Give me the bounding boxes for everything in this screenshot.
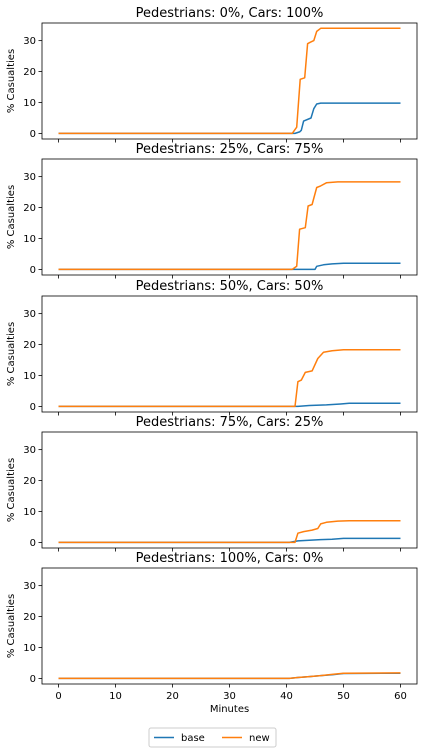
y-tick-label: 20 — [23, 340, 36, 351]
axes-frame — [41, 158, 418, 276]
y-tick-label: 0 — [30, 129, 36, 140]
y-tick-label: 30 — [23, 36, 36, 47]
series-line-new — [58, 672, 401, 680]
subplot-title: Pedestrians: 0%, Cars: 100% — [136, 6, 324, 21]
x-axis-label: Minutes — [210, 704, 249, 715]
y-tick-label: 30 — [23, 445, 36, 456]
series-line-base — [58, 262, 401, 271]
subplot-3: Pedestrians: 50%, Cars: 50% % Casualties 0… — [6, 279, 418, 416]
axes-frame — [41, 295, 418, 413]
y-tick-label: 30 — [23, 309, 36, 320]
y-tick-label: 0 — [30, 265, 36, 276]
y-tick-label: 0 — [30, 538, 36, 549]
axes-frame — [41, 567, 418, 685]
subplot-5: Pedestrians: 100%, Cars: 0% % Casualties 0… — [6, 551, 418, 715]
series-line-base — [58, 402, 401, 408]
y-axis-label: % Casualties — [6, 185, 17, 249]
legend-label-new: new — [249, 733, 270, 744]
subplot-title: Pedestrians: 100%, Cars: 0% — [136, 551, 324, 566]
legend-box — [148, 727, 277, 748]
series-line-new — [58, 349, 401, 408]
y-tick-label: 0 — [30, 674, 36, 685]
subplot-2: Pedestrians: 25%, Cars: 75% % Casualties 0… — [6, 142, 418, 279]
legend: base new — [148, 727, 277, 748]
subplot-title: Pedestrians: 50%, Cars: 50% — [136, 279, 324, 294]
y-tick-label: 20 — [23, 612, 36, 623]
y-tick-label: 20 — [23, 203, 36, 214]
x-tick-label: 20 — [166, 691, 179, 702]
subplot-title: Pedestrians: 25%, Cars: 75% — [136, 142, 324, 157]
series-line-new — [58, 520, 401, 544]
x-tick-label: 30 — [223, 691, 236, 702]
y-tick-label: 30 — [23, 581, 36, 592]
y-tick-label: 30 — [23, 172, 36, 183]
x-tick-label: 0 — [55, 691, 61, 702]
y-tick-label: 20 — [23, 476, 36, 487]
series-line-new — [58, 27, 401, 135]
axes-frame — [41, 431, 418, 549]
x-tick-label: 60 — [394, 691, 407, 702]
y-tick-label: 10 — [23, 643, 36, 654]
series-line-new — [58, 181, 401, 271]
y-axis-label: % Casualties — [6, 594, 17, 658]
axes-frame — [41, 22, 418, 140]
y-tick-label: 10 — [23, 507, 36, 518]
y-tick-label: 20 — [23, 67, 36, 78]
y-tick-label: 10 — [23, 234, 36, 245]
y-tick-label: 10 — [23, 98, 36, 109]
series-line-base — [58, 672, 401, 680]
subplot-4: Pedestrians: 75%, Cars: 25% % Casualties 0… — [6, 415, 418, 552]
x-tick-label: 40 — [280, 691, 293, 702]
y-tick-label: 10 — [23, 371, 36, 382]
series-line-base — [58, 102, 401, 135]
x-tick-label: 10 — [109, 691, 122, 702]
x-tick-label: 50 — [337, 691, 350, 702]
legend-label-base: base — [181, 733, 205, 744]
y-axis-label: % Casualties — [6, 322, 17, 386]
subplot-1: Pedestrians: 0%, Cars: 100% % Casualties 0… — [6, 6, 418, 143]
subplot-title: Pedestrians: 75%, Cars: 25% — [136, 415, 324, 430]
y-axis-label: % Casualties — [6, 458, 17, 522]
y-tick-label: 0 — [30, 402, 36, 413]
y-axis-label: % Casualties — [6, 49, 17, 113]
